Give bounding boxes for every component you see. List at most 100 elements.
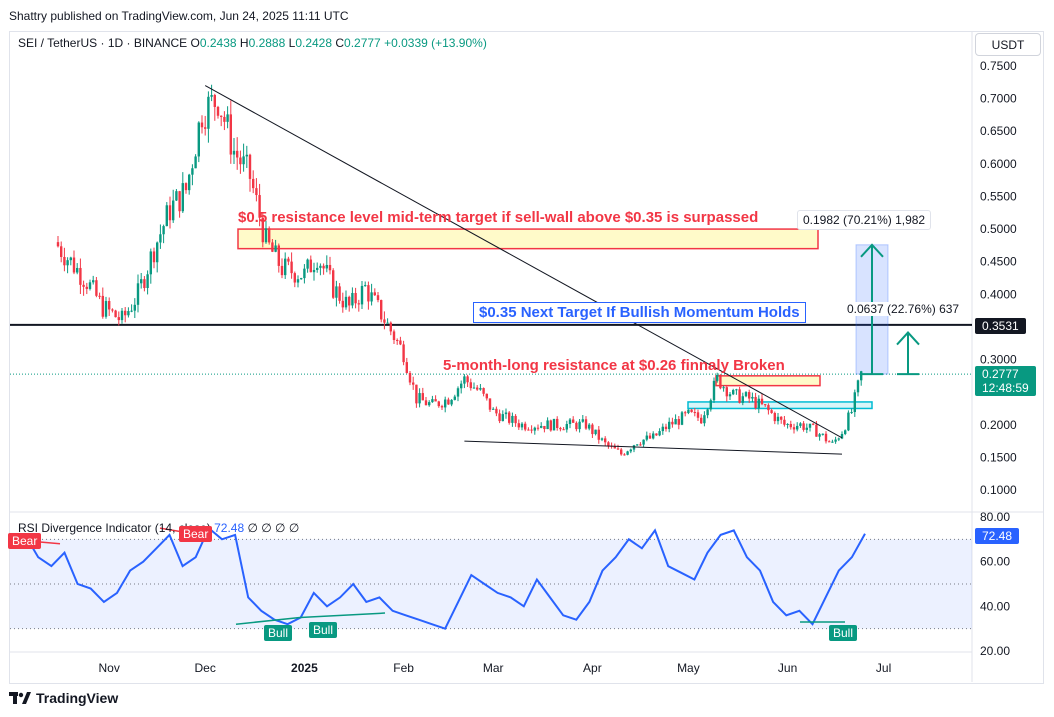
chart-frame — [9, 31, 1044, 684]
candle-body — [472, 387, 476, 389]
candle-body — [120, 310, 124, 321]
candle-body — [325, 264, 328, 269]
candle-body — [703, 415, 706, 424]
candle-body — [530, 429, 533, 431]
candle-body — [268, 228, 271, 243]
candle-body — [623, 454, 626, 456]
candle-body — [661, 426, 664, 432]
candle-body — [360, 285, 364, 305]
rsi-name[interactable]: RSI Divergence Indicator (14, close) — [18, 521, 211, 535]
trendline[interactable] — [464, 440, 843, 455]
candle-body — [860, 371, 863, 381]
currency-button[interactable]: USDT — [975, 33, 1041, 56]
candle-body — [210, 95, 213, 97]
candle-body — [543, 425, 546, 430]
candle-body — [520, 423, 524, 428]
candle-body — [335, 286, 338, 298]
candle-body — [837, 438, 840, 440]
candle-body — [847, 412, 850, 431]
trendline[interactable] — [204, 85, 843, 439]
candle-body — [664, 426, 668, 430]
candle-body — [786, 423, 789, 425]
price-tick-label: 0.7500 — [980, 59, 1017, 73]
candle-body — [783, 419, 786, 425]
candle-body — [642, 439, 645, 445]
candle-body — [300, 278, 303, 280]
candle-body — [469, 382, 472, 389]
candle-body — [562, 429, 565, 431]
candle-body — [616, 448, 620, 450]
candle-body — [370, 292, 373, 302]
candle-body — [463, 376, 466, 384]
candle-body — [581, 419, 584, 422]
candle-body — [572, 419, 575, 423]
time-tick-label: Apr — [583, 661, 602, 675]
candle-body — [684, 412, 687, 414]
candle-body — [421, 393, 424, 401]
candles-group — [56, 84, 863, 456]
candle-body — [479, 388, 482, 390]
candle-body — [719, 374, 722, 389]
candle-body — [178, 191, 181, 212]
time-tick-label: Nov — [99, 661, 120, 675]
candle-body — [194, 156, 197, 169]
candle-body — [741, 396, 744, 403]
time-tick-label: Dec — [195, 661, 216, 675]
candle-body — [408, 372, 412, 383]
resistance-zone-05[interactable] — [237, 228, 819, 250]
candle-body — [709, 400, 712, 410]
candle-body — [620, 449, 623, 455]
candle-body — [748, 392, 751, 399]
candle-body — [165, 205, 168, 227]
candle-body — [245, 154, 248, 157]
price-tick-label: 0.7000 — [980, 92, 1017, 106]
annotation-resistance-05[interactable]: $0.5 resistance level mid-term target if… — [238, 209, 759, 226]
candle-body — [303, 268, 306, 279]
level-badge: 0.3531 — [975, 318, 1026, 334]
candle-body — [693, 412, 696, 414]
candle-body — [565, 424, 568, 430]
candle-body — [290, 261, 293, 274]
candle-body — [604, 438, 607, 443]
candle-body — [799, 423, 802, 426]
rsi-line — [11, 526, 866, 630]
annotation-target-035[interactable]: $0.35 Next Target If Bullish Momentum Ho… — [473, 302, 806, 323]
candle-body — [696, 412, 700, 418]
bull-label: Bull — [829, 625, 858, 641]
candle-body — [818, 434, 821, 437]
candle-body — [568, 419, 572, 425]
footer-logo[interactable]: TradingView — [9, 690, 118, 706]
legend-symbol[interactable]: SEI / TetherUS · 1D · BINANCE — [18, 36, 188, 50]
candle-body — [386, 322, 389, 324]
candle-body — [351, 292, 354, 306]
candle-body — [312, 269, 316, 273]
candle-body — [146, 274, 149, 289]
time-tick-label: Jun — [778, 661, 797, 675]
candle-body — [85, 286, 88, 289]
candle-body — [674, 419, 677, 425]
candle-body — [578, 421, 581, 430]
candle-body — [501, 414, 504, 422]
candle-body — [504, 412, 508, 415]
legend-close: 0.2777 — [344, 36, 381, 50]
candle-body — [383, 319, 386, 323]
annotation-resistance-026[interactable]: 5-month-long resistance at $0.26 finnaly… — [443, 357, 785, 374]
candle-body — [757, 398, 760, 409]
price-tick-label: 0.5000 — [980, 222, 1017, 236]
candle-body — [207, 96, 210, 129]
candle-body — [789, 423, 792, 428]
price-tick-label: 0.2000 — [980, 418, 1017, 432]
candle-body — [239, 157, 242, 165]
time-tick-label: May — [677, 661, 700, 675]
candle-body — [255, 188, 258, 196]
candle-body — [175, 191, 178, 201]
candle-body — [850, 412, 853, 414]
candle-body — [751, 396, 754, 399]
candle-body — [271, 242, 274, 252]
trendlines-group — [204, 85, 843, 455]
breakout-zone[interactable] — [687, 401, 873, 410]
candle-body — [700, 417, 703, 424]
candle-body — [191, 168, 194, 175]
candle-body — [223, 116, 226, 122]
